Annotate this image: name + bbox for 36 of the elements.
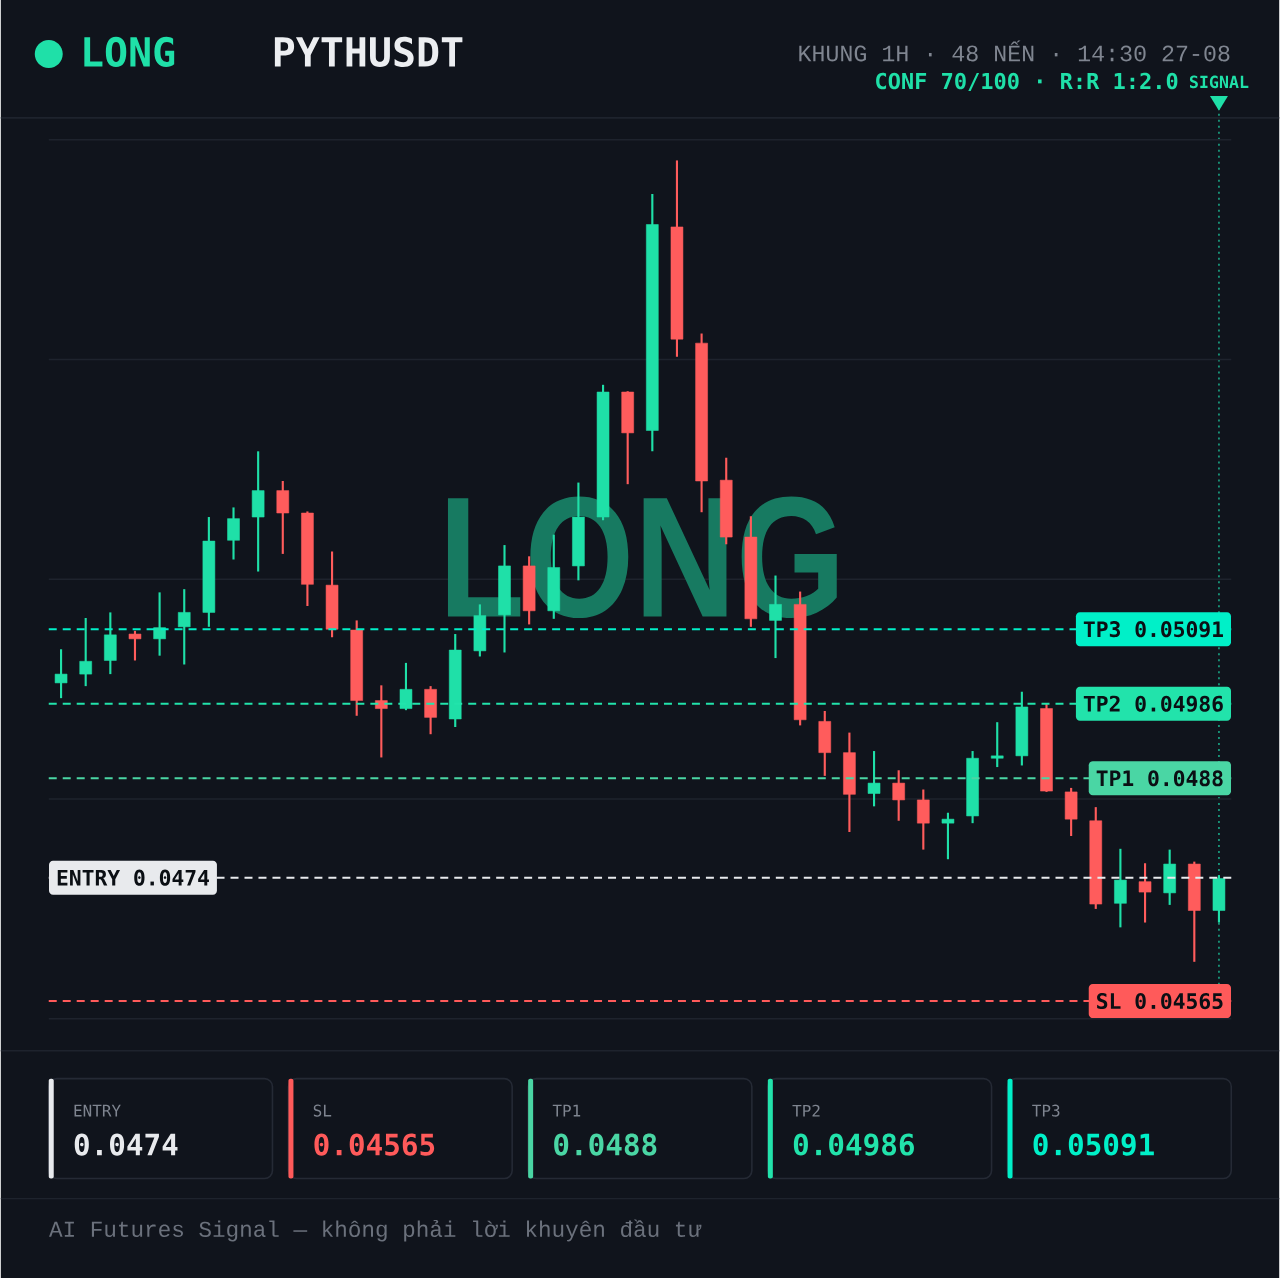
text: 0.04565 bbox=[314, 1133, 435, 1156]
chart-subtitle: PYTHUSDT bbox=[274, 36, 463, 67]
candlestick bbox=[941, 811, 955, 861]
candlestick bbox=[892, 769, 905, 822]
candlestick bbox=[375, 684, 388, 759]
text: 0.05091 bbox=[1033, 1133, 1154, 1156]
candlestick bbox=[867, 749, 881, 808]
text: 0.0474 bbox=[74, 1133, 178, 1156]
candlestick bbox=[153, 591, 166, 657]
text: CONF 70/100 · R:R 1:2.0 bbox=[876, 72, 1178, 91]
candlestick bbox=[1138, 861, 1152, 924]
candlestick bbox=[917, 788, 930, 851]
candlestick bbox=[54, 648, 68, 700]
candlestick bbox=[227, 506, 240, 561]
ref-line-label: SL 0.04565 bbox=[1097, 992, 1223, 1009]
text: SL bbox=[313, 1104, 332, 1117]
candlestick bbox=[128, 629, 142, 662]
candlestick bbox=[79, 616, 92, 688]
text: TP3 bbox=[1032, 1104, 1060, 1117]
ref-line-label: TP1 0.0488 bbox=[1096, 770, 1223, 787]
ref-line-label: ENTRY 0.0474 bbox=[57, 869, 209, 886]
text: KHUNG 1H · 48 NẾN · 14:30 27-08 bbox=[799, 40, 1230, 62]
ref-line-label: TP2 0.04986 bbox=[1083, 695, 1223, 712]
candlestick bbox=[990, 720, 1004, 768]
text: TP1 bbox=[552, 1104, 581, 1117]
candlestick bbox=[276, 479, 290, 555]
text: 0.04986 bbox=[793, 1133, 914, 1156]
candlestick bbox=[1114, 847, 1127, 929]
text: AI Futures Signal — không phải lời khuyên đầu tư bbox=[49, 1219, 702, 1242]
text: TP2 bbox=[792, 1104, 820, 1117]
ref-line-label: TP3 0.05091 bbox=[1083, 620, 1223, 638]
chart-title: LONG bbox=[84, 36, 175, 67]
text: ENTRY bbox=[74, 1104, 121, 1117]
text: 0.0488 bbox=[554, 1133, 657, 1156]
candlestick bbox=[177, 587, 191, 666]
text: SIGNAL bbox=[1189, 75, 1249, 88]
